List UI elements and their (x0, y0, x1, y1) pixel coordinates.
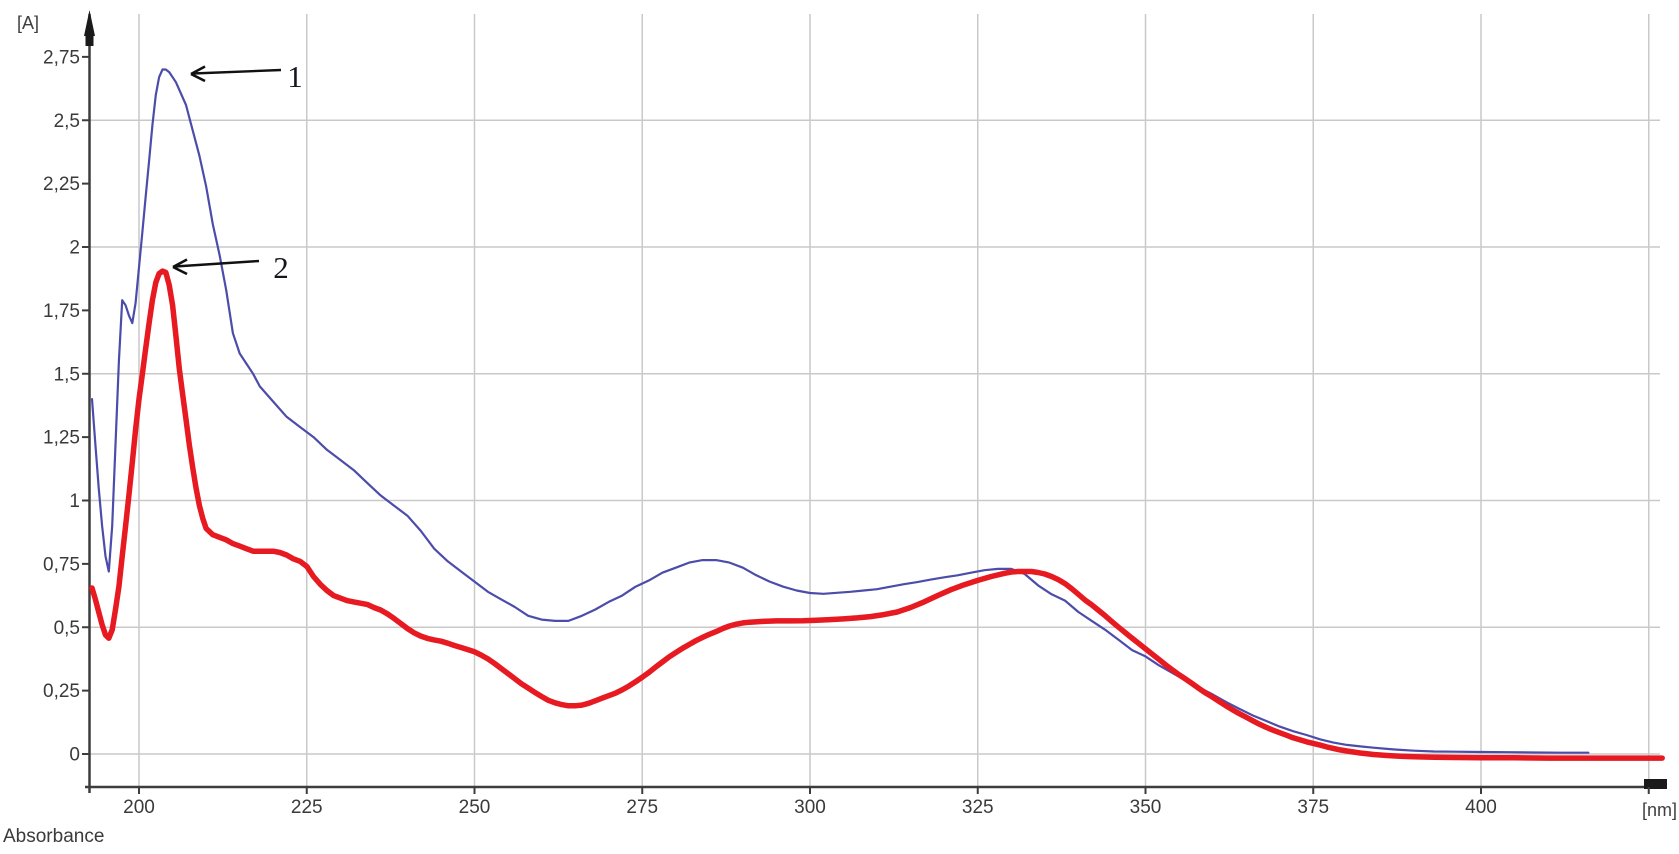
x-tick-label-225: 225 (291, 797, 323, 818)
series-1-curve (90, 68, 1590, 754)
gridlines-vertical (138, 14, 1650, 787)
axes (84, 10, 1667, 793)
y-tick-label-2: 2 (69, 238, 80, 259)
y-tick-label-1: 1 (69, 491, 80, 512)
x-axis-unit-label: [nm] (1642, 800, 1677, 820)
x-axis-tick-labels: 200 225 250 275 300 325 350 375 400 (123, 797, 1497, 818)
curve-2-annotation-label: 2 (273, 250, 289, 285)
x-tick-label-350: 350 (1130, 797, 1162, 818)
gridlines-horizontal (90, 119, 1660, 755)
y-tick-label-0.25: 0,25 (43, 681, 80, 702)
y-tick-label-2.75: 2,75 (43, 47, 80, 68)
y-tick-label-1.5: 1,5 (54, 364, 80, 385)
x-tick-label-300: 300 (794, 797, 826, 818)
x-axis-end-marker (1644, 779, 1667, 789)
annotation-arrow-2 (172, 258, 260, 276)
y-axis-tick-labels: 0 0,25 0,5 0,75 1 1,25 1,5 1,75 2 2,25 2,5 2,75 (43, 47, 80, 765)
y-axis-unit-label: [A] (17, 13, 39, 33)
y-axis-ticks (82, 55, 90, 755)
y-axis-arrowhead-icon (84, 10, 95, 36)
y-tick-label-0.5: 0,5 (54, 618, 80, 639)
curve-1-annotation-label: 1 (287, 59, 303, 94)
y-axis-arrow-base (85, 30, 94, 46)
series-lines (89, 68, 1665, 761)
y-tick-label-0.75: 0,75 (43, 554, 80, 575)
y-tick-label-2.5: 2,5 (54, 111, 80, 132)
y-tick-label-2.25: 2,25 (43, 174, 80, 195)
x-tick-label-400: 400 (1465, 797, 1497, 818)
x-tick-label-375: 375 (1297, 797, 1329, 818)
y-tick-label-1.25: 1,25 (43, 428, 80, 449)
x-axis-ticks (138, 787, 1650, 794)
x-tick-label-275: 275 (626, 797, 658, 818)
x-tick-label-250: 250 (459, 797, 491, 818)
series-2-curve (89, 268, 1665, 761)
x-tick-label-325: 325 (962, 797, 994, 818)
annotation-arrows (172, 65, 282, 276)
y-tick-label-1.75: 1,75 (43, 301, 80, 322)
x-tick-label-200: 200 (123, 797, 155, 818)
annotation-arrow-1 (190, 65, 282, 83)
y-tick-label-0: 0 (69, 745, 80, 766)
y-axis-caption: Absorbance (3, 826, 104, 847)
